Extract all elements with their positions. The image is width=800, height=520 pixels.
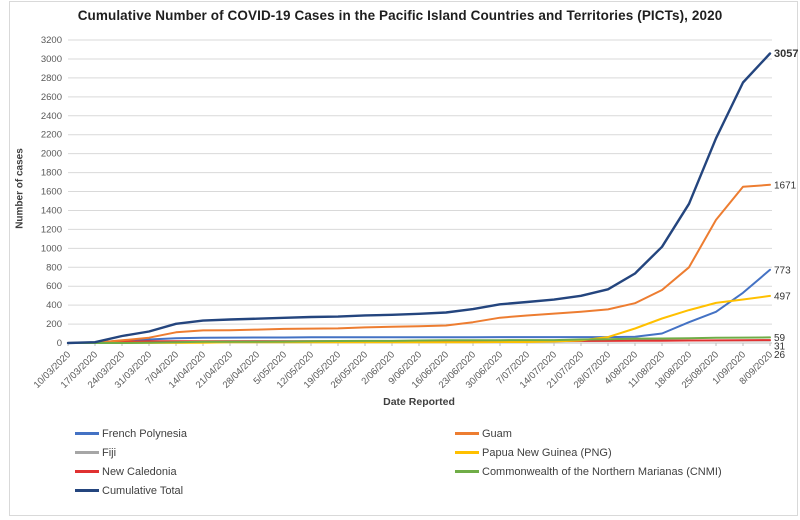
legend-item-new-caledonia: New Caledonia [75, 462, 187, 481]
y-tick-label: 200 [46, 319, 62, 330]
legend-label: Guam [482, 427, 512, 440]
y-tick-label: 2800 [41, 73, 62, 84]
x-axis-title: Date Reported [383, 396, 455, 408]
y-tick-label: 400 [46, 300, 62, 311]
legend-swatch-fiji [75, 451, 99, 454]
legend-swatch-french-polynesia [75, 432, 99, 435]
y-tick-label: 0 [57, 338, 62, 349]
legend-label: Papua New Guinea (PNG) [482, 446, 612, 459]
series-line-guam [67, 183, 771, 344]
y-tick-label: 2000 [41, 149, 62, 160]
x-axis-ticks: 10/03/202017/03/202024/03/202031/03/2020… [32, 343, 775, 391]
gridlines [68, 39, 772, 344]
end-label-french-polynesia: 773 [774, 265, 791, 276]
legend-item-french-polynesia: French Polynesia [75, 424, 187, 443]
series-line-papua-new-guinea-png [67, 294, 771, 344]
legend-label: Cumulative Total [102, 484, 184, 497]
series-line-french-polynesia [67, 268, 771, 344]
y-tick-label: 1800 [41, 168, 62, 179]
legend-item-guam: Guam [455, 424, 722, 443]
series-line-cumulative-total [66, 52, 772, 345]
legend-swatch-new-caledonia [75, 470, 99, 473]
legend-column-left: French Polynesia Fiji New Caledonia Cumulat… [75, 424, 187, 500]
legend-label: French Polynesia [102, 427, 187, 440]
end-label-commonwealth-of-the-northern-marianas-cnmi: 59 [774, 333, 786, 344]
y-tick-label: 800 [46, 262, 62, 273]
y-tick-label: 1400 [41, 205, 62, 216]
y-tick-label: 2600 [41, 92, 62, 103]
end-label-fiji: 26 [774, 350, 786, 361]
y-tick-label: 1000 [41, 243, 62, 254]
legend-swatch-cumulative-total [75, 489, 99, 492]
legend-swatch-papua-new-guinea-png [455, 451, 479, 454]
legend-item-cumulative-total: Cumulative Total [75, 481, 187, 500]
legend-column-right: Guam Papua New Guinea (PNG) Commonwealth o… [455, 424, 722, 481]
y-tick-label: 2200 [41, 130, 62, 141]
end-label-guam: 1671 [774, 180, 797, 191]
end-label-cumulative-total: 3057 [774, 48, 798, 60]
legend-item-papua-new-guinea-png: Papua New Guinea (PNG) [455, 443, 722, 462]
legend-label: Commonwealth of the Northern Marianas (C… [482, 465, 722, 478]
legend-label: New Caledonia [102, 465, 177, 478]
legend-item-fiji: Fiji [75, 443, 187, 462]
y-tick-label: 3000 [41, 54, 62, 65]
end-label-new-caledonia: 31 [774, 342, 786, 353]
series-lines [66, 52, 772, 345]
y-tick-label: 3200 [41, 35, 62, 46]
legend-swatch-guam [455, 432, 479, 435]
legend-item-commonwealth-of-the-northern-marianas-cnmi: Commonwealth of the Northern Marianas (C… [455, 462, 722, 481]
y-tick-label: 2400 [41, 111, 62, 122]
legend-label: Fiji [102, 446, 117, 459]
end-label-papua-new-guinea-png: 497 [774, 291, 791, 302]
y-tick-label: 1600 [41, 187, 62, 198]
legend-swatch-commonwealth-of-the-northern-marianas-cnmi [455, 470, 479, 473]
y-axis-ticks: 0 200 400 600 800 1000 1200 1400 1600 1800 2000 220… [41, 35, 62, 349]
series-line-commonwealth-of-the-northern-marianas-cnmi [67, 336, 771, 344]
chart-title: Cumulative Number of COVID-19 Cases in t… [77, 8, 723, 23]
y-tick-label: 1200 [41, 224, 62, 235]
y-tick-label: 600 [46, 281, 62, 292]
chart-border [9, 1, 798, 516]
